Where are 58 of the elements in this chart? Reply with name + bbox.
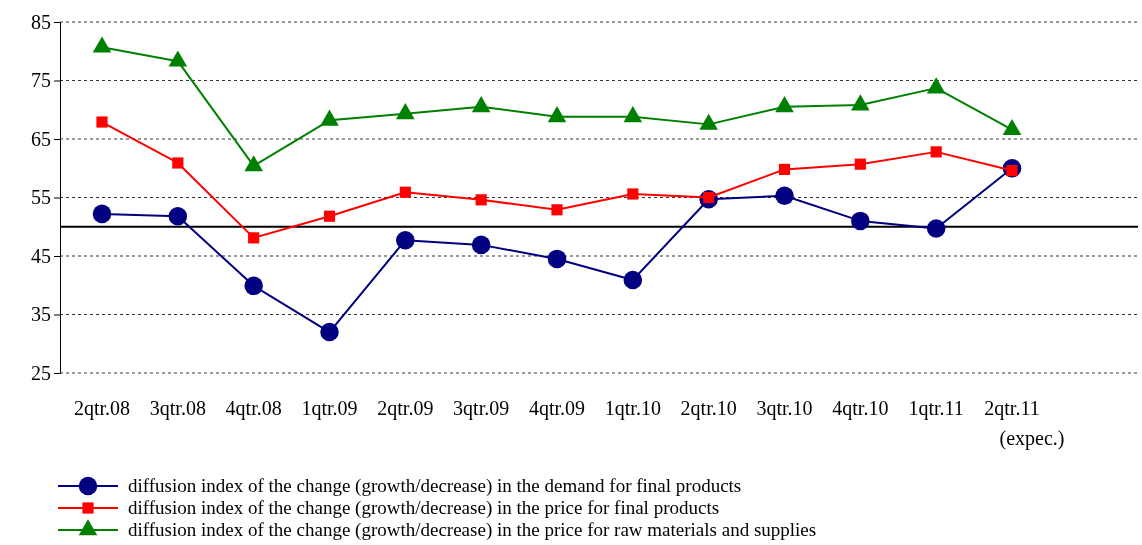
point — [778, 163, 791, 176]
point — [547, 106, 567, 123]
point — [851, 94, 870, 111]
point — [323, 210, 336, 222]
x-tick-label: 1qtr.11 — [908, 397, 964, 420]
point — [396, 230, 415, 250]
point — [699, 113, 718, 130]
point — [248, 232, 260, 244]
legend-label: diffusion index of the change (growth/decrease) in the price for raw materials and supplies — [128, 519, 817, 541]
point — [851, 211, 870, 231]
point — [320, 322, 339, 342]
legend-label: diffusion index of the change (growth/decrease) in the price for final products — [128, 497, 720, 519]
x-tick-label: 2qtr.08 — [73, 397, 131, 420]
y-tick-label: 65 — [31, 127, 51, 150]
x-tick-label: 3qtr.09 — [453, 397, 510, 420]
x-tick-label: 3qtr.08 — [149, 397, 206, 420]
point — [930, 146, 942, 158]
point — [244, 276, 263, 296]
x-tick-label: 2qtr.09 — [377, 397, 434, 420]
y-tick-label: 35 — [31, 303, 51, 326]
point — [168, 206, 188, 226]
y-tick-label: 55 — [31, 186, 51, 209]
x-tick-label: 2qtr.10 — [680, 397, 737, 420]
y-tick-label: 85 — [31, 10, 51, 33]
point — [396, 103, 415, 120]
point — [92, 204, 112, 224]
legend-label: diffusion index of the change (growth/decrease) in the demand for final products — [128, 475, 742, 497]
point — [775, 186, 794, 205]
x-tick-label: 2qtr.11 (expec.) — [984, 397, 1065, 450]
point — [244, 155, 263, 172]
point — [926, 77, 946, 94]
point — [1002, 118, 1022, 136]
point — [320, 109, 339, 126]
point — [623, 270, 643, 290]
point — [627, 188, 639, 200]
y-tick-label: 75 — [31, 69, 51, 92]
point — [475, 194, 487, 206]
x-tick-label: 1qtr.10 — [604, 397, 661, 420]
point — [172, 157, 184, 169]
point — [854, 158, 866, 170]
y-tick-label: 25 — [31, 361, 51, 384]
point — [775, 96, 794, 113]
x-tick-label: 3qtr.10 — [756, 397, 813, 420]
point — [96, 116, 108, 128]
point — [547, 249, 567, 269]
point — [551, 204, 563, 216]
point — [623, 106, 643, 123]
point — [168, 50, 188, 67]
x-tick-label: 1qtr.09 — [301, 397, 358, 420]
x-tick-label: 4qtr.10 — [832, 397, 889, 420]
point — [92, 36, 112, 53]
point — [926, 219, 946, 238]
x-tick-label: 4qtr.08 — [225, 397, 282, 420]
y-tick-label: 45 — [31, 244, 51, 267]
point — [471, 235, 491, 255]
point — [471, 96, 491, 113]
point — [399, 186, 411, 198]
x-tick-label: 4qtr.09 — [528, 397, 586, 420]
